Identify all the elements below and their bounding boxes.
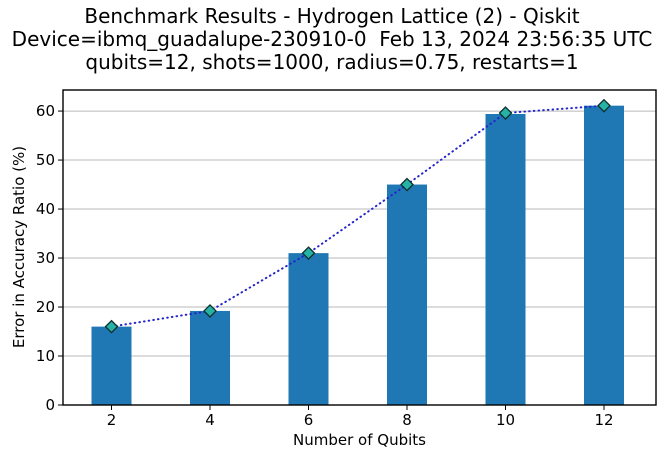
axis-frame [62, 89, 657, 406]
y-tick-label: 40 [36, 200, 55, 218]
diamond-marker [597, 98, 611, 113]
trend-line [110, 104, 605, 328]
y-tick-label: 20 [36, 298, 55, 316]
chart-title-line2: Device=ibmq_guadalupe-230910-0 Feb 13, 2… [11, 27, 653, 51]
x-tick-label: 8 [402, 411, 412, 429]
y-tick-label: 10 [36, 347, 55, 365]
y-tick-label: 50 [36, 151, 55, 169]
bar [485, 114, 526, 405]
diamond-marker [498, 106, 513, 120]
diamond-marker [301, 246, 316, 261]
chart-title-line3: qubits=12, shots=1000, radius=0.75, rest… [85, 50, 579, 74]
x-tick-label: 12 [594, 411, 613, 429]
y-tick-label: 30 [36, 249, 55, 267]
diamond-marker [400, 177, 414, 192]
chart-title-line1: Benchmark Results - Hydrogen Lattice (2)… [84, 4, 580, 28]
y-tick-label: 60 [36, 102, 55, 120]
x-tick-label: 10 [496, 411, 515, 429]
diamond-marker [104, 319, 119, 334]
x-tick-label: 4 [205, 411, 215, 429]
bar [387, 184, 427, 405]
diamond-marker [203, 304, 217, 318]
x-tick-label: 2 [107, 411, 117, 429]
x-axis-label: Number of Qubits [293, 431, 426, 449]
y-tick-label: 0 [45, 396, 55, 414]
bar [288, 253, 329, 405]
chart-title: Benchmark Results - Hydrogen Lattice (2)… [0, 5, 664, 74]
x-tick-label: 6 [304, 411, 314, 429]
bar [91, 326, 132, 405]
bar [584, 105, 624, 405]
bar [190, 310, 230, 405]
